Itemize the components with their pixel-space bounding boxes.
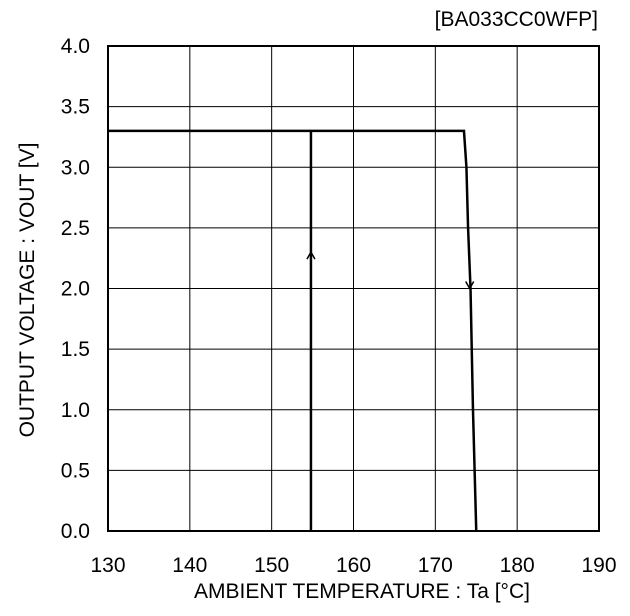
y-tick-label: 1.0 bbox=[61, 399, 90, 422]
x-tick-label: 150 bbox=[254, 554, 289, 577]
y-tick-label: 2.5 bbox=[61, 217, 90, 240]
x-tick-label: 190 bbox=[581, 554, 616, 577]
series-group bbox=[108, 129, 478, 532]
y-tick-label: 3.5 bbox=[61, 96, 90, 119]
y-tick-label: 4.0 bbox=[61, 35, 90, 58]
arrow-up bbox=[306, 250, 316, 260]
y-axis-title: OUTPUT VOLTAGE : VOUT [V] bbox=[16, 143, 39, 438]
grid bbox=[108, 46, 599, 531]
x-tick-labels: 130 140 150 160 170 180 190 bbox=[90, 554, 616, 577]
x-tick-label: 160 bbox=[336, 554, 371, 577]
x-tick-label: 180 bbox=[500, 554, 535, 577]
arrow-down bbox=[465, 281, 475, 291]
x-tick-label: 170 bbox=[418, 554, 453, 577]
arrows-group bbox=[306, 250, 475, 291]
x-tick-label: 130 bbox=[90, 554, 125, 577]
y-tick-labels: 0.0 0.5 1.0 1.5 2.0 2.5 3.0 3.5 4.0 bbox=[61, 35, 90, 543]
plot-frame bbox=[107, 45, 600, 532]
y-tick-label: 2.0 bbox=[61, 278, 90, 301]
y-tick-label: 1.5 bbox=[61, 338, 90, 361]
x-tick-label: 140 bbox=[172, 554, 207, 577]
y-tick-label: 0.5 bbox=[61, 459, 90, 482]
series-line-rising bbox=[108, 129, 478, 532]
y-tick-label: 3.0 bbox=[61, 156, 90, 179]
chart-tag: [BA033CC0WFP] bbox=[435, 8, 598, 31]
y-tick-label: 0.0 bbox=[61, 520, 90, 543]
x-axis-title: AMBIENT TEMPERATURE : Ta [°C] bbox=[194, 580, 530, 603]
